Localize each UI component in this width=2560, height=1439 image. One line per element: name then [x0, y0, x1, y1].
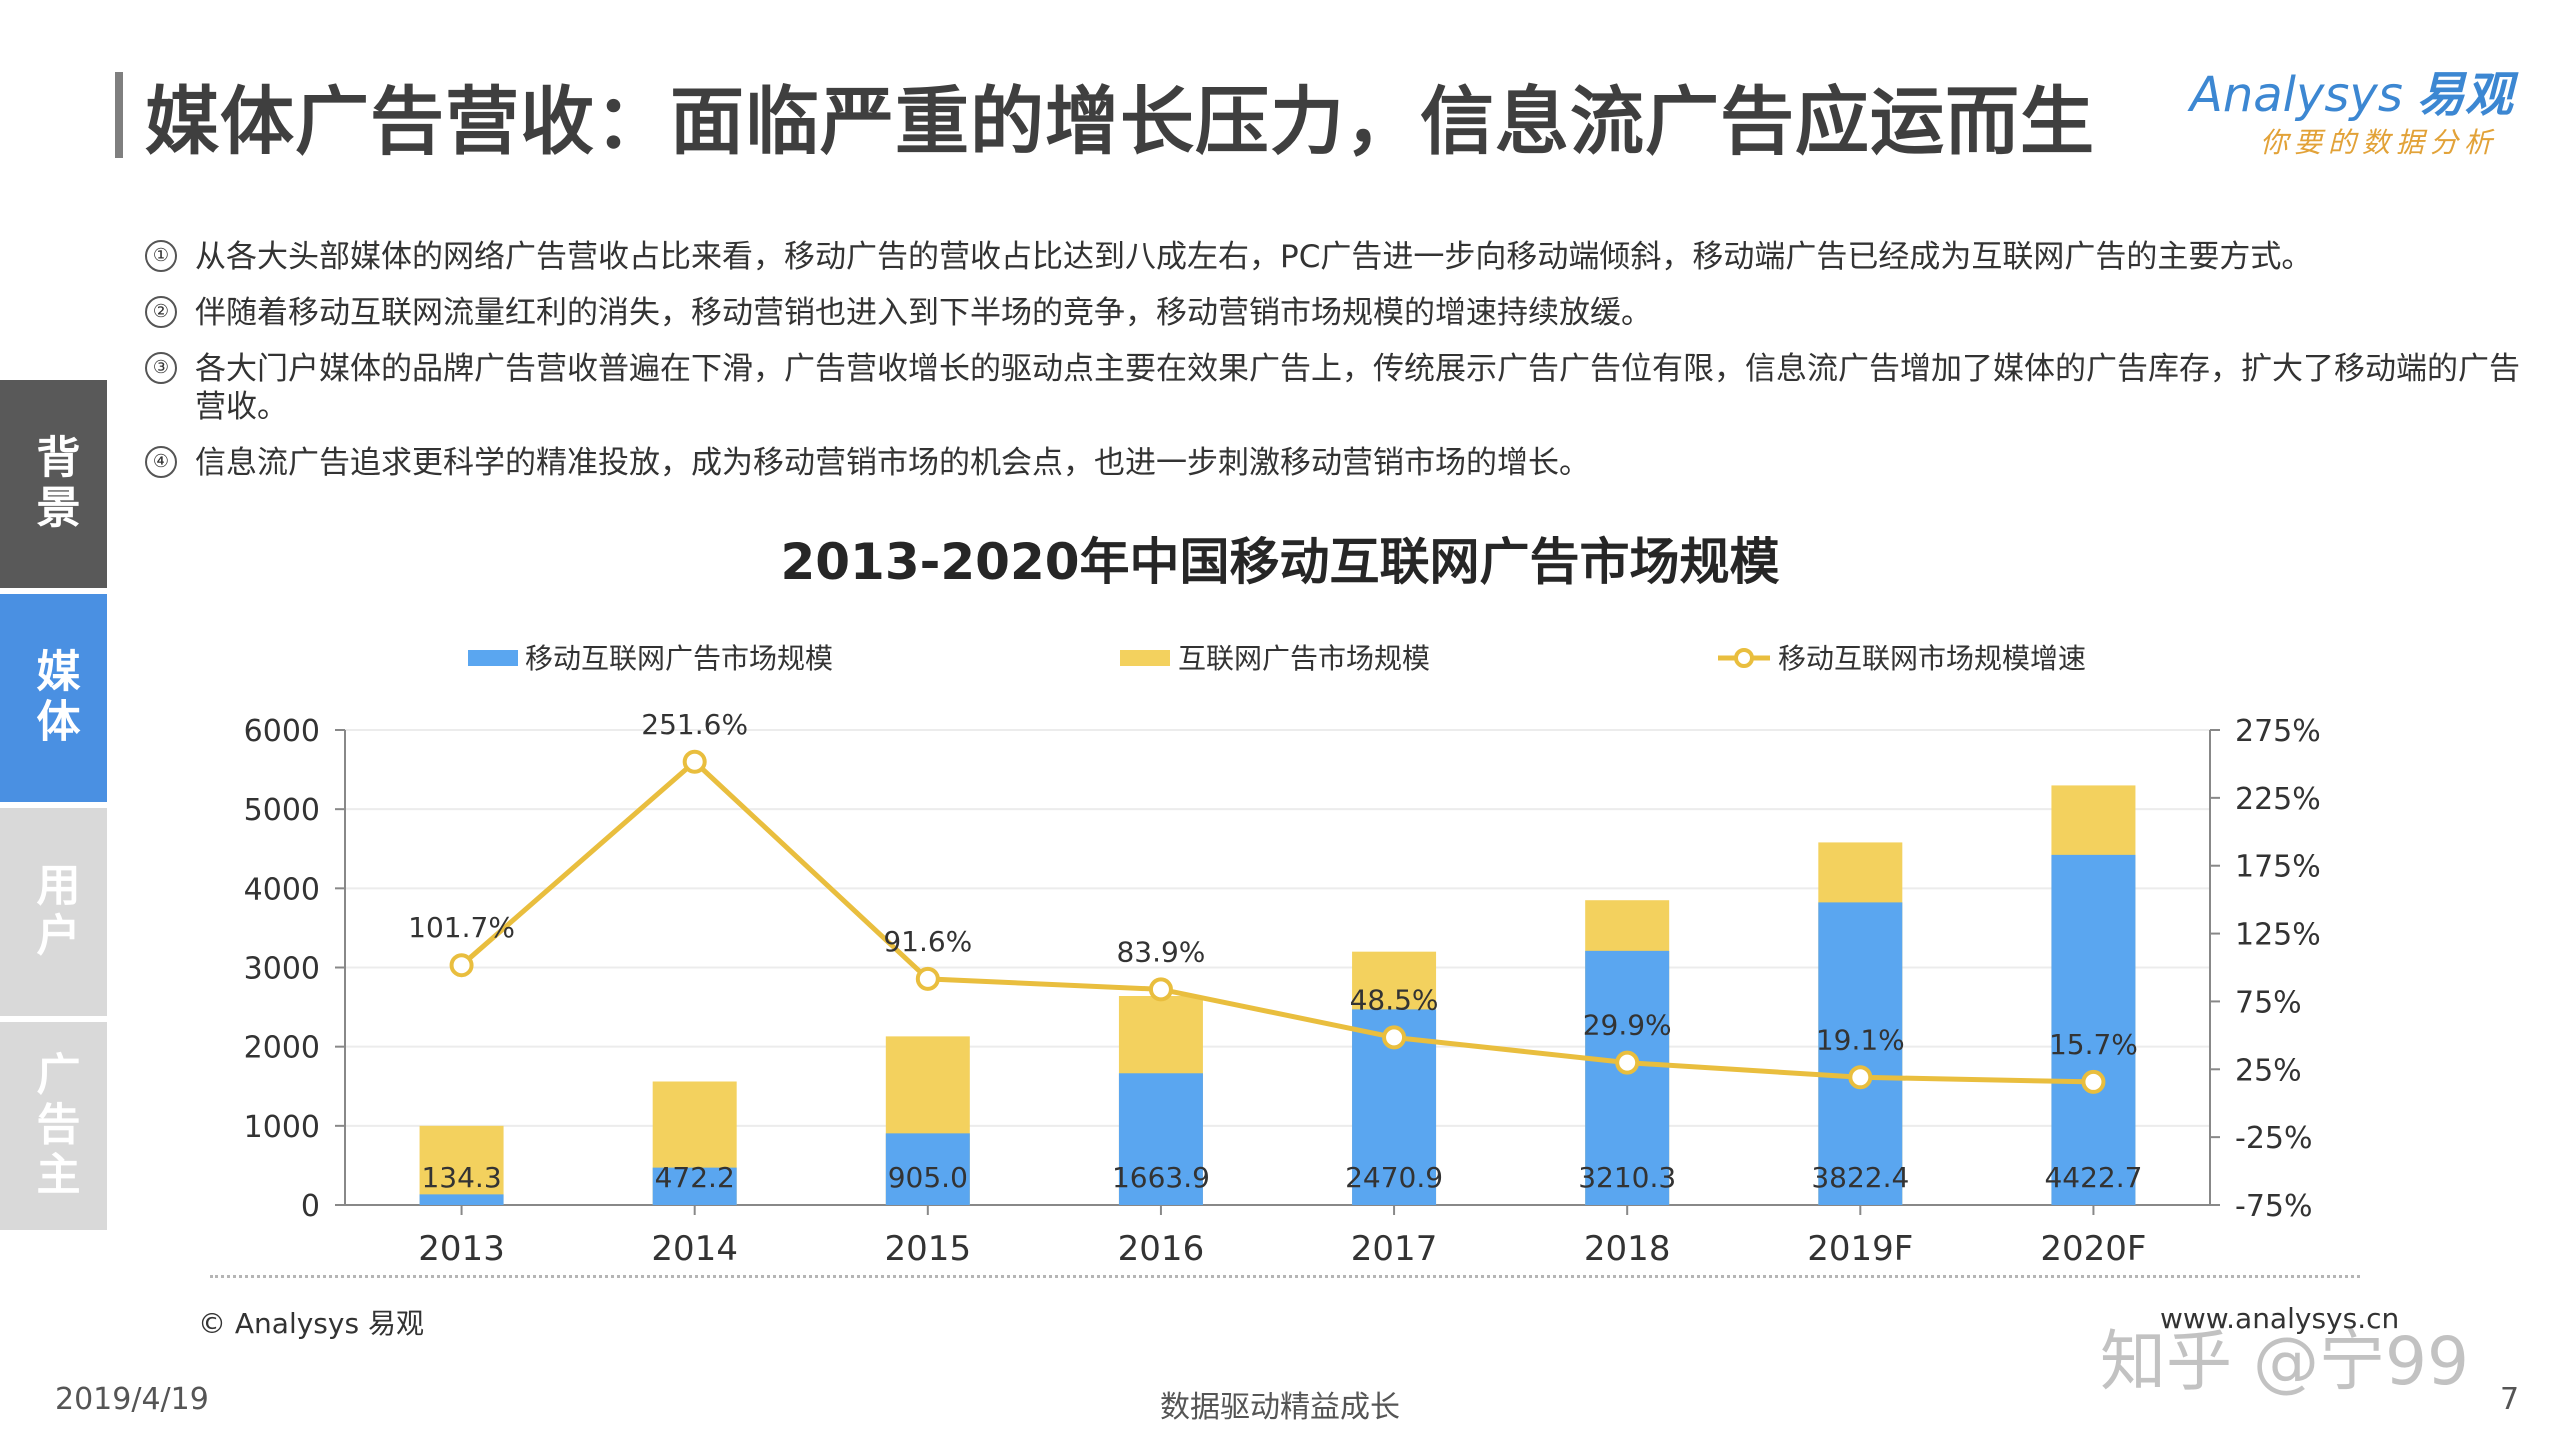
side-tab-background[interactable]: 背景: [0, 380, 107, 588]
side-tab-media[interactable]: 媒体: [0, 594, 107, 802]
bullet-number: ④: [145, 446, 177, 478]
left-axis-tick-label: 3000: [244, 952, 320, 987]
page-number: 7: [2500, 1382, 2520, 1417]
legend-growth-label: 移动互联网市场规模增速: [1778, 642, 2086, 675]
bullet-number: ①: [145, 240, 177, 272]
growth-label: 15.7%: [2049, 1028, 2138, 1061]
logo-cn: 易观: [2416, 67, 2513, 123]
mobile-bar-label: 2470.9: [1345, 1161, 1443, 1194]
x-axis-tick-label: 2016: [1118, 1229, 1205, 1269]
mobile-bar-label: 1663.9: [1112, 1161, 1210, 1194]
growth-label: 19.1%: [1816, 1023, 1905, 1056]
left-axis-tick-label: 1000: [244, 1110, 320, 1145]
x-axis-tick-label: 2014: [651, 1229, 738, 1269]
mobile-bar-label: 3822.4: [1811, 1161, 1909, 1194]
bullet-text: 从各大头部媒体的网络广告营收占比来看，移动广告的营收占比达到八成左右，PC广告进…: [195, 239, 2313, 275]
mobile-bar-label: 4422.7: [2044, 1161, 2142, 1194]
logo-en: Analysys: [2190, 67, 2403, 123]
internet-bar: [419, 1125, 504, 1205]
legend-internet-swatch: [1120, 650, 1170, 666]
footer-divider: [210, 1275, 2360, 1278]
source-label: © Analysys 易观: [198, 1307, 424, 1340]
bullet-item: ② 伴随着移动互联网流量红利的消失，移动营销也进入到下半场的竞争，移动营销市场规模…: [145, 294, 2525, 332]
growth-line: [459, 758, 2094, 1085]
mobile-bar-label: 3210.3: [1578, 1161, 1676, 1194]
mobile-bar: [1585, 950, 1670, 1205]
logo-slogan: 你要的数据分析: [2260, 126, 2499, 159]
chart-title: 2013-2020年中国移动互联网广告市场规模: [780, 533, 1780, 591]
bullet-text: 伴随着移动互联网流量红利的消失，移动营销也进入到下半场的竞争，移动营销市场规模的…: [195, 295, 1652, 331]
growth-point: [2081, 1069, 2106, 1094]
right-axis-tick-label: -75%: [2235, 1189, 2313, 1224]
mobile-bar-label: 472.2: [655, 1161, 735, 1194]
growth-label: 251.6%: [641, 708, 748, 741]
mobile-bar: [1818, 902, 1903, 1205]
mobile-bar-label: 905.0: [888, 1161, 968, 1194]
legend-mobile-swatch: [468, 650, 518, 666]
growth-label: 101.7%: [408, 911, 515, 944]
side-tab-label: 背景: [28, 434, 80, 534]
left-axis-tick-label: 2000: [244, 1031, 320, 1066]
left-axis-tick-label: 4000: [244, 872, 320, 907]
mobile-bar-label: 134.3: [421, 1161, 501, 1194]
legend-mobile-label: 移动互联网广告市场规模: [525, 642, 833, 675]
right-axis-tick-label: 125%: [2235, 918, 2321, 953]
growth-label: 48.5%: [1350, 983, 1439, 1016]
page-title: 媒体广告营收：面临严重的增长压力，信息流广告应运而生: [145, 79, 2095, 165]
bullet-item: ③ 各大门户媒体的品牌广告营收普遍在下滑，广告营收增长的驱动点主要在效果广告上，传…: [145, 350, 2525, 426]
side-tab-users[interactable]: 用户: [0, 808, 107, 1016]
website-label: www.analysys.cn: [2160, 1302, 2400, 1335]
growth-label: 29.9%: [1583, 1009, 1672, 1042]
x-axis-tick-label: 2018: [1584, 1229, 1671, 1269]
date-label: 2019/4/19: [55, 1382, 209, 1417]
x-axis-tick-label: 2013: [418, 1229, 505, 1269]
right-axis-tick-label: 225%: [2235, 782, 2321, 817]
x-axis-tick-label: 2017: [1351, 1229, 1438, 1269]
bullet-number: ②: [145, 296, 177, 328]
growth-label: 83.9%: [1116, 935, 1205, 968]
side-tabs: 背景 媒体 用户 广告主: [0, 380, 107, 1236]
x-axis-tick-label: 2020F: [2040, 1229, 2146, 1269]
mobile-bar: [885, 1133, 970, 1205]
title-accent-bar: [115, 72, 123, 158]
right-axis-tick-label: 25%: [2235, 1053, 2302, 1088]
x-axis-tick-label: 2019F: [1807, 1229, 1913, 1269]
zhihu-watermark: 知乎 @宁99: [2100, 1323, 2469, 1400]
growth-point: [682, 749, 707, 774]
bullet-item: ① 从各大头部媒体的网络广告营收占比来看，移动广告的营收占比达到八成左右，PC广告…: [145, 238, 2525, 276]
growth-point: [449, 953, 474, 978]
legend-growth-marker: [1734, 648, 1754, 668]
bullet-text: 信息流广告追求更科学的精准投放，成为移动营销市场的机会点，也进一步刺激移动营销市…: [195, 445, 1590, 481]
right-axis-tick-label: 275%: [2235, 714, 2321, 749]
side-tab-label: 媒体: [28, 648, 80, 748]
growth-point: [1615, 1050, 1640, 1075]
mobile-bar: [419, 1194, 504, 1205]
left-axis-tick-label: 6000: [244, 714, 320, 749]
footer-slogan: 数据驱动精益成长: [1160, 1390, 1400, 1425]
side-tab-advertisers[interactable]: 广告主: [0, 1022, 107, 1230]
right-axis-tick-label: 75%: [2235, 985, 2302, 1020]
growth-label: 91.6%: [883, 925, 972, 958]
side-tab-label: 广告主: [28, 1051, 80, 1201]
bullet-item: ④ 信息流广告追求更科学的精准投放，成为移动营销市场的机会点，也进一步刺激移动营销…: [145, 444, 2525, 482]
right-axis-tick-label: -25%: [2235, 1121, 2313, 1156]
bullet-text: 各大门户媒体的品牌广告营收普遍在下滑，广告营收增长的驱动点主要在效果广告上，传统…: [195, 351, 2520, 425]
mobile-bar: [2051, 854, 2136, 1205]
growth-point: [1382, 1025, 1407, 1050]
mobile-bar: [652, 1167, 737, 1205]
bullet-list: ① 从各大头部媒体的网络广告营收占比来看，移动广告的营收占比达到八成左右，PC广告…: [145, 238, 2525, 500]
mobile-bar: [1118, 1073, 1203, 1205]
x-axis-tick-label: 2015: [885, 1229, 972, 1269]
growth-point: [1148, 977, 1173, 1002]
left-axis-tick-label: 5000: [244, 793, 320, 828]
analysys-logo: Analysys 易观 你要的数据分析: [2190, 55, 2530, 175]
growth-point: [915, 966, 940, 991]
side-tab-label: 用户: [28, 862, 80, 962]
bullet-number: ③: [145, 352, 177, 384]
left-axis-tick-label: 0: [301, 1189, 320, 1224]
growth-point: [1848, 1065, 1873, 1090]
right-axis-tick-label: 175%: [2235, 850, 2321, 885]
legend-internet-label: 互联网广告市场规模: [1178, 642, 1430, 675]
